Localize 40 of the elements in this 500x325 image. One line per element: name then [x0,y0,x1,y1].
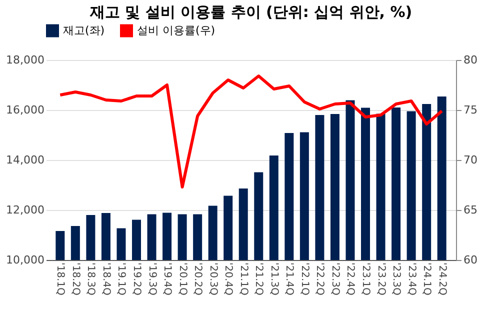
x-tick-label: '22.4Q [344,262,356,296]
x-tick-label: '18.2Q [70,262,81,296]
y-tick-label: 12,000 [6,204,44,216]
x-tick-label: '20.2Q [192,262,204,296]
x-tick-label: '22.3Q [329,262,340,296]
y-tick-label: 16,000 [6,104,44,116]
x-tick-label: '19.4Q [162,262,173,296]
line-series [58,74,444,188]
x-tick-label: '21.4Q [284,262,295,296]
x-tick-label: '21.2Q [253,262,264,296]
x-tick-label: '19.1Q [116,262,127,296]
x-tick-label: '18.3Q [85,262,96,296]
x-tick-label: '22.1Q [298,262,310,296]
y2-tick-label: 80 [464,54,478,66]
y2-tick-label: 70 [464,154,478,166]
x-tick-label: '20.1Q [176,262,188,296]
y2-tick-label: 65 [464,204,478,216]
x-tick-label: '21.1Q [238,262,249,296]
x-tick-label: '23.2Q [375,262,386,296]
x-tick-label: '22.2Q [314,262,326,296]
y-tick-label: 14,000 [6,154,44,166]
x-tick-label: '18.1Q [54,262,66,296]
x-tick-label: '20.4Q [222,262,234,296]
legend-label: 설비 이용률(우) [137,24,216,37]
x-tick-label: '20.3Q [207,262,218,296]
x-tick-label: '18.4Q [100,262,112,296]
y2-tick-label: 75 [464,104,478,116]
x-tick-label: '23.3Q [390,262,402,296]
x-tick-label: '23.4Q [406,262,417,296]
y2-tick-label: 60 [464,254,478,266]
x-tick-label: '24.2Q [436,262,448,296]
x-tick-label: '23.1Q [360,262,372,296]
x-tick-label: '21.3Q [268,262,280,296]
y-tick-label: 10,000 [6,254,44,266]
y-tick-label: 18,000 [6,54,44,66]
legend-label: 재고(좌) [63,24,105,37]
x-tick-label: '19.2Q [130,262,142,296]
chart-title: 재고 및 설비 이용률 추이 (단위: 십억 위안, %) [88,3,412,21]
x-tick-label: '19.3Q [146,262,158,296]
x-tick-label: '24.1Q [421,262,432,296]
